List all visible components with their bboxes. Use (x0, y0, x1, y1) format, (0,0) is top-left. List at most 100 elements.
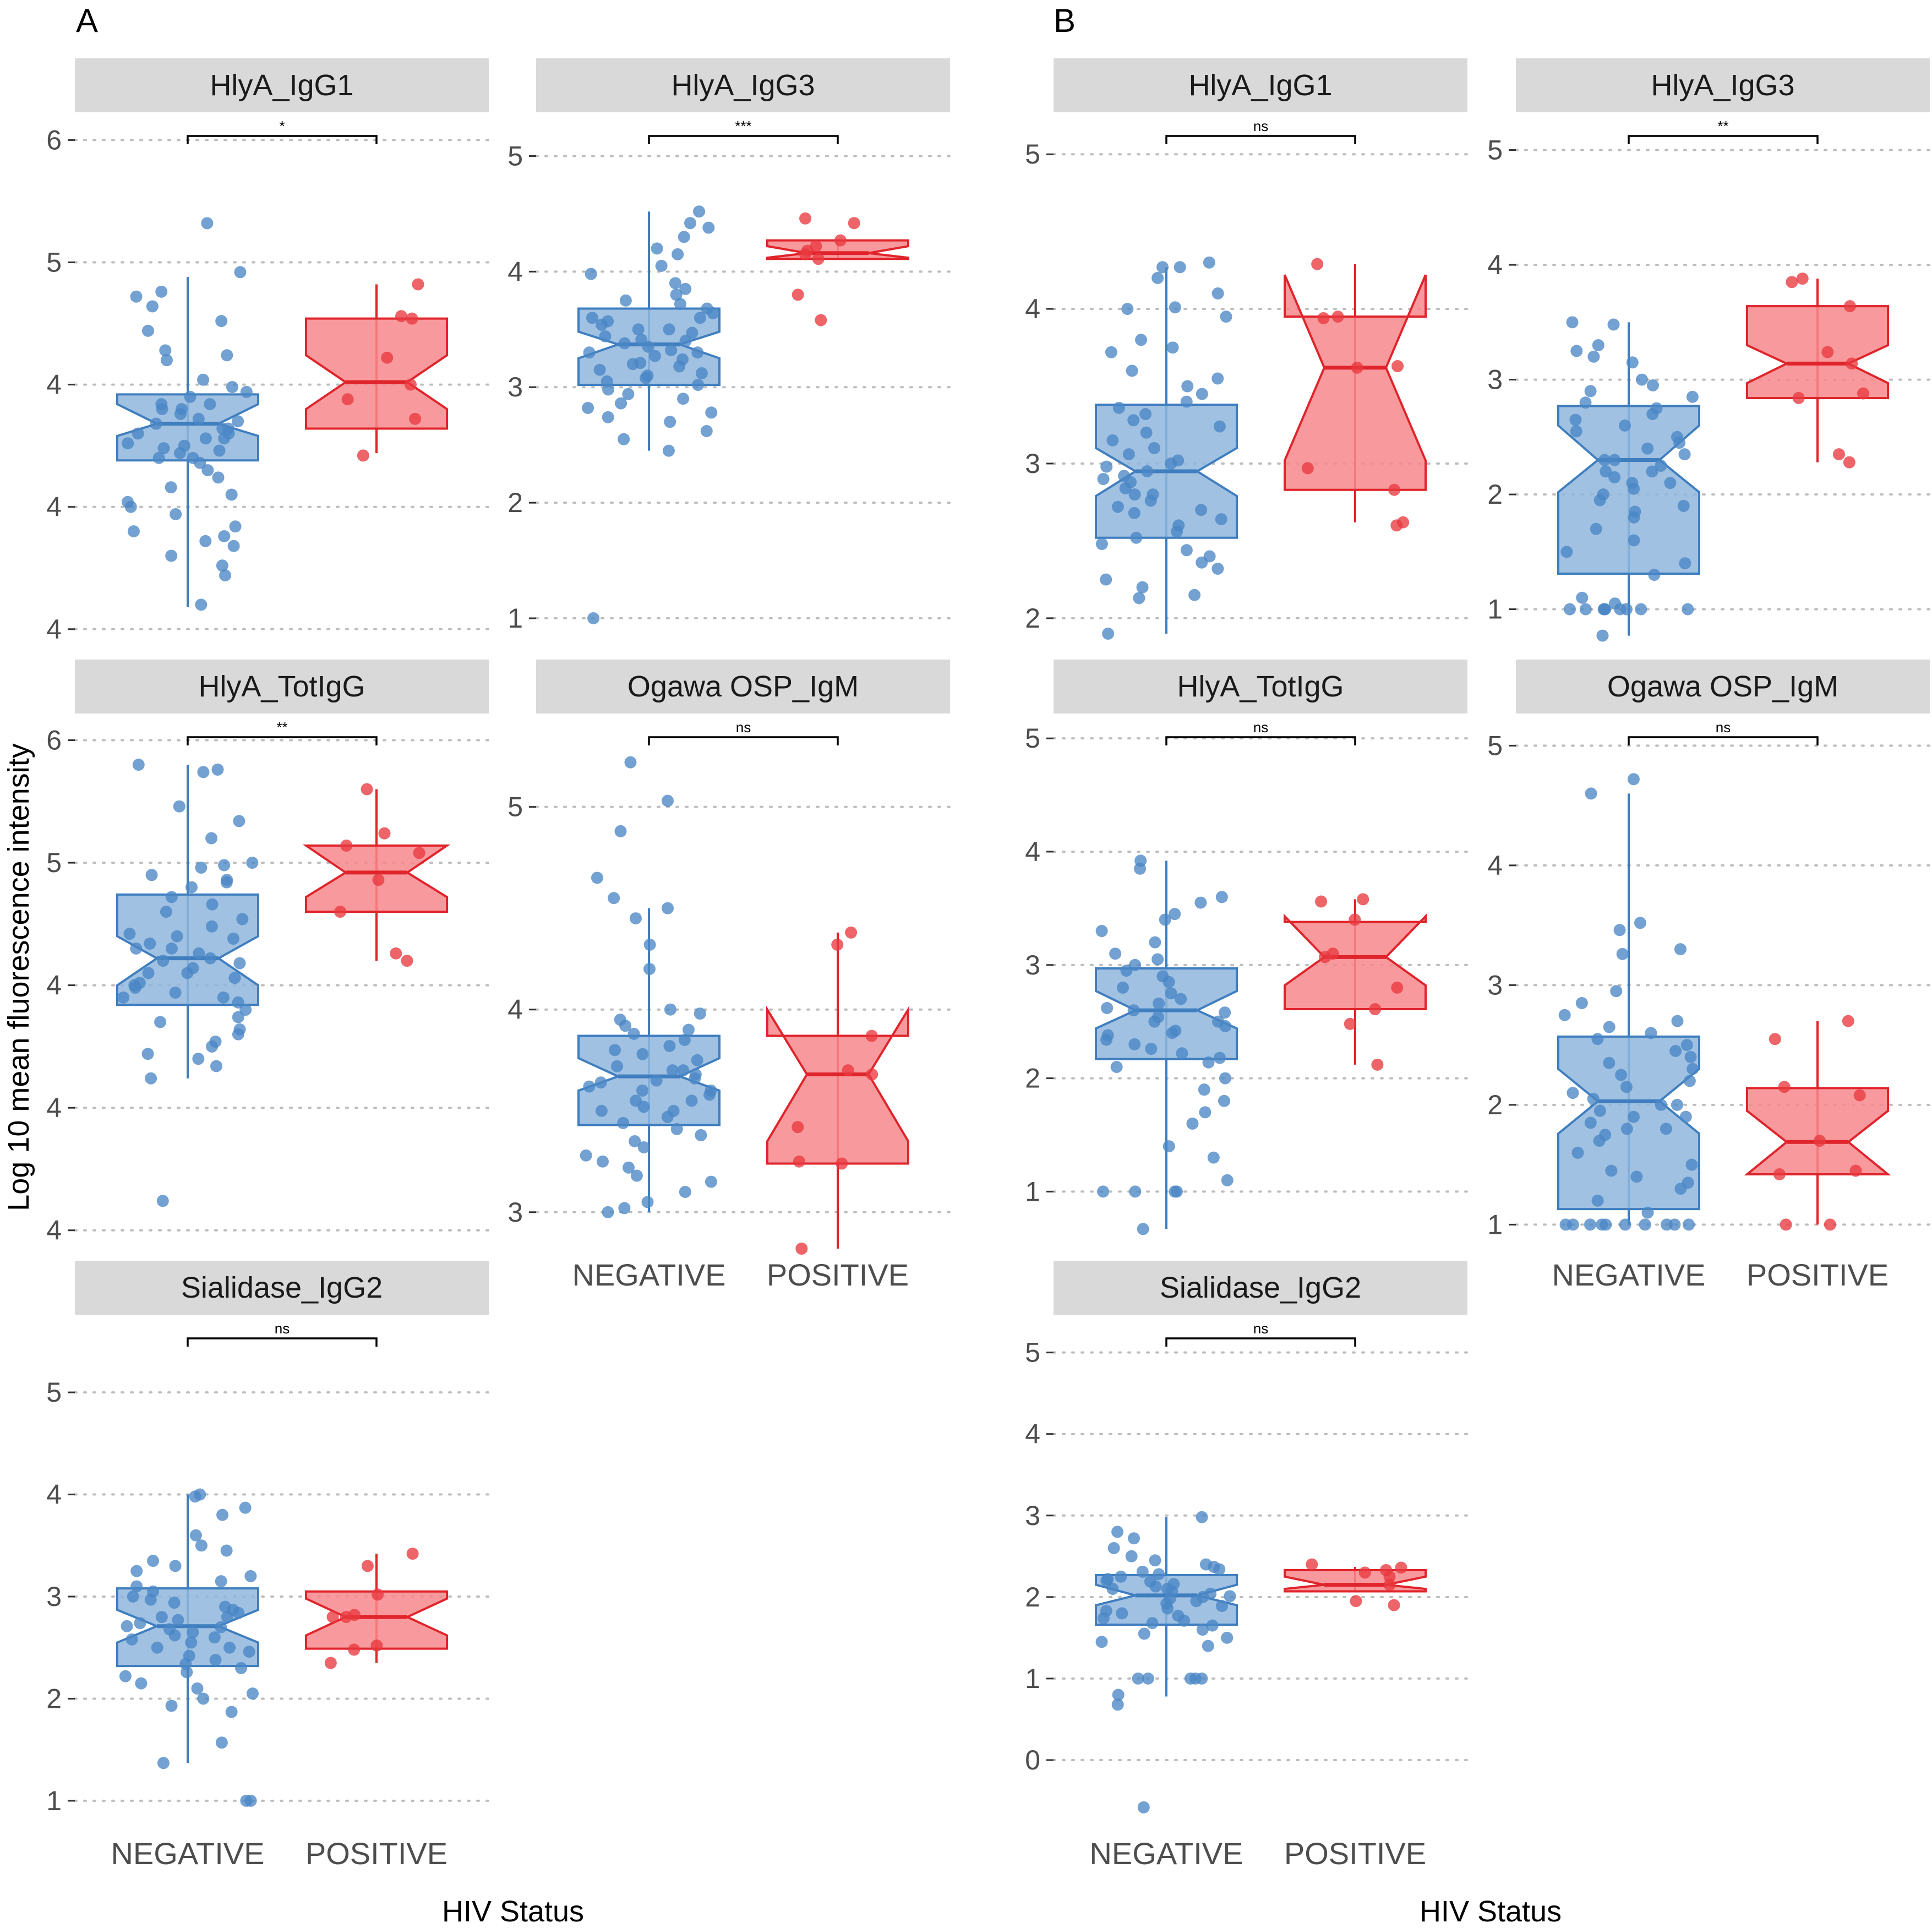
facet-strip (1054, 660, 1467, 714)
data-point-negative (661, 794, 674, 807)
data-point-negative (705, 1084, 717, 1097)
data-point-positive (378, 827, 391, 840)
data-point-negative (705, 1175, 717, 1188)
significance-label: *** (735, 118, 751, 134)
data-point-negative (1645, 1027, 1657, 1039)
data-point-negative (1163, 1140, 1175, 1153)
data-point-positive (372, 874, 385, 886)
y-tick-label: 4 (46, 369, 62, 400)
data-point-positive (845, 926, 858, 939)
data-point-positive (812, 253, 825, 265)
facet-panel: HlyA_TotIgG 1 2 3 4 5 ns (1025, 660, 1469, 1235)
data-point-negative (123, 928, 136, 940)
data-point-negative (144, 1593, 157, 1606)
facet-title: Sialidase_IgG2 (181, 1271, 383, 1304)
data-point-negative (1100, 1033, 1113, 1046)
data-point-negative (602, 411, 614, 423)
data-point-negative (1584, 1117, 1597, 1129)
data-point-negative (1100, 460, 1113, 473)
data-point-negative (215, 1736, 228, 1749)
data-point-negative (1203, 256, 1215, 269)
data-point-positive (1843, 300, 1856, 313)
data-point-negative (152, 451, 165, 464)
data-point-negative (662, 444, 675, 457)
y-tick-label: 4 (46, 614, 62, 645)
data-point-negative (1145, 1043, 1158, 1055)
y-tick-label: 4 (1025, 293, 1040, 324)
data-point-negative (693, 205, 706, 218)
data-point-positive (1388, 1599, 1400, 1611)
data-point-negative (1169, 301, 1181, 314)
data-point-negative (157, 955, 170, 967)
data-point-negative (1221, 1631, 1234, 1644)
data-point-negative (204, 952, 217, 965)
data-point-positive (1395, 1561, 1407, 1574)
x-category-negative: NEGATIVE (1552, 1257, 1705, 1292)
data-point-negative (1579, 396, 1592, 409)
data-point-negative (150, 417, 162, 430)
data-point-negative (596, 1155, 609, 1168)
box-positive (1746, 305, 1889, 399)
data-point-negative (677, 1064, 690, 1077)
data-point-negative (165, 891, 178, 903)
data-point-negative (160, 906, 172, 918)
data-point-negative (1171, 525, 1183, 538)
data-point-negative (1587, 1093, 1600, 1105)
data-point-negative (1683, 1075, 1696, 1087)
data-point-positive (395, 310, 408, 323)
data-point-negative (1593, 494, 1606, 506)
data-point-negative (1117, 981, 1129, 994)
data-point-positive (848, 217, 860, 230)
facet-strip (1516, 58, 1930, 112)
data-point-positive (390, 947, 402, 960)
data-point-negative (1635, 603, 1647, 616)
data-point-negative (700, 425, 713, 437)
data-point-negative (1186, 1117, 1199, 1130)
data-point-negative (1112, 1689, 1125, 1701)
box-negative (1557, 1035, 1700, 1211)
y-axis-title: Log 10 mean fluorescence intensity (2, 743, 35, 1211)
data-point-negative (1677, 499, 1690, 512)
data-point-negative (694, 312, 706, 324)
data-point-positive (1383, 1578, 1396, 1591)
data-point-negative (1146, 1617, 1159, 1630)
data-point-negative (228, 972, 241, 984)
data-point-negative (670, 288, 683, 301)
data-point-negative (227, 933, 240, 945)
data-point-positive (1371, 1058, 1384, 1071)
data-point-negative (694, 1007, 706, 1020)
significance-label: ns (1253, 1320, 1268, 1337)
data-point-negative (215, 1575, 227, 1588)
y-tick-label: 6 (46, 124, 62, 155)
box-positive (1284, 1568, 1427, 1593)
data-point-positive (1351, 361, 1363, 374)
significance-bracket (1628, 736, 1819, 745)
data-point-negative (1188, 589, 1201, 601)
data-point-negative (199, 432, 212, 445)
data-point-negative (1596, 629, 1609, 642)
data-point-negative (630, 1169, 643, 1182)
data-point-positive (372, 1588, 384, 1601)
data-point-negative (197, 1692, 210, 1705)
data-point-negative (1106, 434, 1119, 446)
significance-label: ns (1253, 118, 1268, 134)
data-point-negative (664, 1003, 676, 1016)
data-point-negative (1593, 1104, 1606, 1117)
y-tick-label: 4 (46, 1215, 62, 1246)
data-point-positive (401, 955, 413, 967)
data-point-negative (619, 294, 632, 307)
data-point-negative (686, 326, 698, 339)
data-point-negative (1619, 1218, 1631, 1231)
data-point-negative (189, 1490, 201, 1503)
data-point-positive (1331, 311, 1344, 323)
data-point-negative (1161, 1602, 1174, 1615)
data-point-negative (632, 323, 645, 336)
y-tick-label: 4 (46, 1092, 62, 1123)
y-tick-label: 1 (1025, 1663, 1040, 1694)
significance-bracket (1628, 135, 1819, 144)
data-point-negative (229, 520, 242, 533)
data-point-negative (1129, 958, 1142, 971)
data-point-negative (234, 266, 247, 279)
data-point-negative (221, 349, 233, 362)
data-point-negative (1213, 1563, 1226, 1576)
